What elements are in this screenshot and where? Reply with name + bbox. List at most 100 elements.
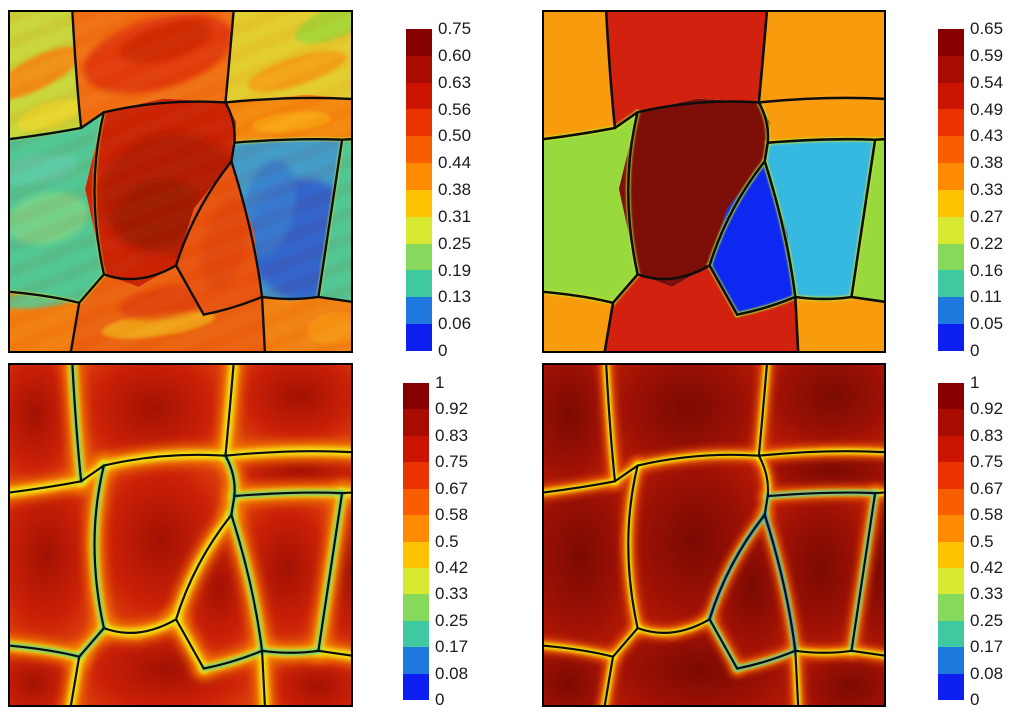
grain-boundary-E13 — [708, 618, 739, 670]
grain-midleft — [10, 465, 104, 657]
colorbar-tick-label: 0.5 — [435, 531, 459, 551]
colorbar-tick-label: 0 — [970, 690, 980, 709]
colorbar-block — [403, 462, 429, 489]
colorbar-tick-label: 0.83 — [970, 425, 1004, 445]
grain-boundary-E19 — [794, 295, 800, 351]
grain-boundary-E8b — [874, 491, 884, 495]
colorbar-tick-label: 0.33 — [970, 584, 1004, 604]
grain-boundary-E6 — [757, 96, 884, 104]
colorbar-tick-label: 0.43 — [970, 126, 1004, 146]
grain-boundary-E20b — [850, 649, 884, 657]
colorbar-bottom-right: 1 0.92 0.83 0.75 0.67 0.58 0.5 0.42 0.33 0.25 0.17… — [938, 374, 1019, 709]
colorbar-tick-label: 0.65 — [970, 19, 1004, 38]
grain-bottommid — [604, 619, 799, 705]
colorbar-block — [403, 673, 429, 701]
colorbar-tick-label: 0.49 — [970, 99, 1004, 119]
grain-boundary-E4 — [636, 100, 761, 114]
grain-boundary-E12 — [202, 649, 264, 670]
grain-boundary-E12 — [735, 295, 797, 316]
grain-boundary-E8b — [341, 491, 351, 495]
grain-boundary-E5 — [757, 365, 768, 457]
grain-boundary-E16 — [10, 290, 81, 305]
grain-rightsliver — [851, 139, 884, 302]
colorbar-tick-label: 0.67 — [970, 478, 1004, 498]
grain-boundary-E3 — [613, 464, 639, 483]
colorbar-block — [938, 594, 964, 621]
grain-boundary-E17 — [78, 627, 105, 658]
colorbar-block — [938, 462, 964, 489]
colorbar-blocks — [406, 29, 432, 351]
grain-boundary-E3 — [79, 111, 106, 130]
colorbar-block — [938, 620, 964, 648]
grain-rightbig — [764, 137, 876, 301]
grain-boundary-E2 — [10, 126, 83, 141]
colorbar-tick-label: 0.92 — [435, 399, 469, 419]
colorbar-tick-label: 0.38 — [970, 153, 1004, 173]
colorbar-block — [938, 515, 964, 542]
colorbar-tick-label: 0.60 — [438, 45, 472, 65]
grain-boundary-E4 — [102, 453, 227, 467]
grain-boundary-E11 — [174, 513, 233, 621]
colorbar-block — [938, 216, 964, 244]
grain-topright — [758, 365, 884, 456]
colorbar-block — [406, 163, 432, 190]
colorbar-block — [938, 82, 964, 110]
heatmap-bottom-right — [544, 365, 884, 705]
colorbar-block — [403, 488, 429, 516]
colorbar-block — [406, 55, 432, 83]
grain-boundary-E5 — [224, 12, 235, 104]
colorbar-block — [938, 109, 964, 137]
grain-boundary-E7 — [757, 454, 770, 498]
colorbar-blocks — [938, 383, 964, 701]
colorbar-block — [938, 383, 964, 410]
grain-boundary-E20a — [260, 295, 320, 301]
colorbar-block — [938, 189, 964, 217]
grain-boundary-E12 — [202, 295, 264, 316]
colorbar-block — [403, 594, 429, 621]
grain-boundary-E8c — [317, 492, 344, 652]
colorbar-block — [403, 409, 429, 436]
colorbar-tick-label: 0.42 — [970, 557, 1004, 577]
colorbar-tick-label: 0.59 — [970, 45, 1004, 65]
grain-boundary-E8 — [233, 137, 344, 144]
colorbar-block — [938, 243, 964, 271]
grain-boundary-E2 — [544, 126, 617, 141]
colorbar-block — [938, 409, 964, 436]
colorbar-block — [403, 435, 429, 463]
grain-boundary-E1 — [605, 365, 617, 483]
grain-boundary-E8b — [873, 137, 884, 142]
grain-boundary-E20b — [850, 295, 884, 303]
grain-smallmid — [709, 161, 796, 315]
grain-boundary-E10 — [230, 513, 264, 652]
colorbar-block — [403, 647, 429, 674]
colorbar-tick-label: 1 — [970, 373, 980, 392]
panel-top-left-heatmap — [8, 10, 353, 353]
grain-topleft — [10, 365, 82, 493]
grain-topmid — [606, 12, 767, 128]
grain-boundary-E9 — [763, 494, 769, 516]
panel-bottom-right-heatmap — [542, 363, 886, 707]
colorbar-tick-label: 0.5 — [970, 531, 994, 551]
grain-boundary-E16 — [544, 644, 615, 658]
grain-boundary-E20a — [260, 649, 320, 654]
grain-boundary-E5 — [757, 12, 769, 104]
grain-boundary-E14 — [627, 464, 639, 630]
colorbar-tick-label: 0.25 — [435, 610, 469, 630]
grain-boundary-E8c — [850, 492, 877, 652]
colorbar-block — [938, 647, 964, 674]
grain-boundary-E20b — [317, 295, 351, 303]
colorbar-tick-label: 1 — [435, 373, 445, 392]
colorbar-tick-label: 0.13 — [438, 287, 472, 307]
grain-boundary-E17 — [611, 273, 639, 305]
colorbar-blocks — [403, 383, 429, 701]
colorbar-tick-label: 0.25 — [970, 610, 1004, 630]
grain-center — [618, 451, 770, 641]
colorbar-tick-label: 0.63 — [438, 72, 472, 92]
colorbar-tick-label: 0 — [438, 341, 448, 360]
grain-boundary-E15 — [636, 618, 711, 634]
grain-boundary-E4 — [636, 453, 760, 467]
colorbar-block — [938, 29, 964, 56]
grain-boundary-E11 — [708, 160, 767, 267]
grain-midleft — [544, 112, 638, 303]
colorbar-tick-label: 0.92 — [970, 399, 1004, 419]
